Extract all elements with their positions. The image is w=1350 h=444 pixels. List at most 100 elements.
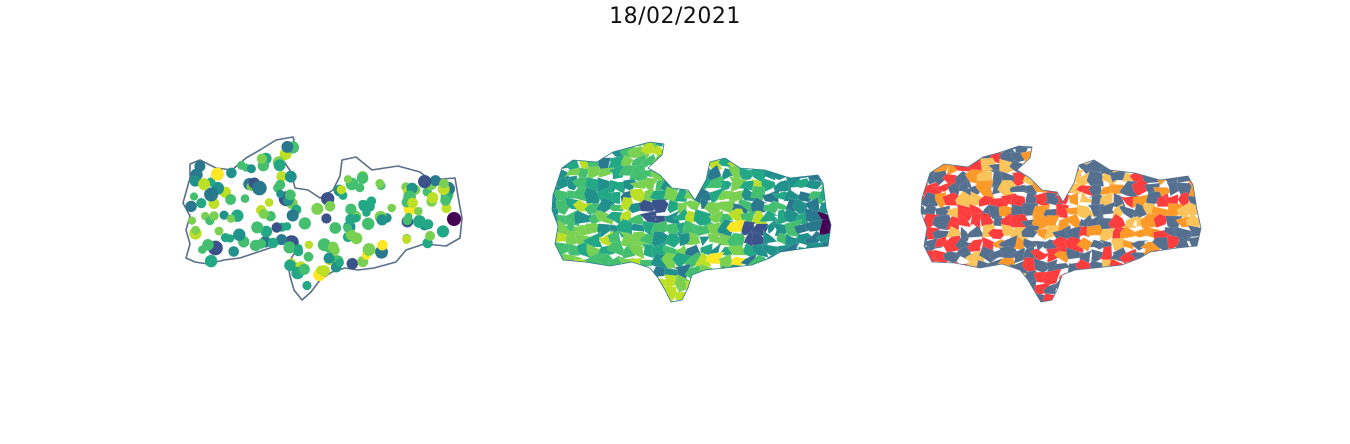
municipality-bubble xyxy=(356,172,369,184)
municipality-bubble xyxy=(439,178,449,189)
municipality-polygon xyxy=(952,295,973,302)
municipality-bubble xyxy=(284,259,296,271)
municipality-polygon xyxy=(1162,260,1185,272)
municipality-polygon xyxy=(1141,146,1158,165)
municipality-polygon xyxy=(931,279,951,296)
municipality-polygon xyxy=(739,275,759,293)
municipality-bubble xyxy=(260,225,273,238)
municipality-bubble xyxy=(258,209,269,219)
municipality-polygon xyxy=(763,200,783,214)
municipality-bubble xyxy=(271,222,282,233)
municipality-polygon xyxy=(1111,303,1127,318)
municipality-bubble xyxy=(282,222,292,231)
municipality-polygon xyxy=(1035,147,1049,164)
municipality-polygon xyxy=(1176,159,1194,173)
municipality-polygon xyxy=(552,255,562,267)
municipality-polygon xyxy=(988,269,1008,287)
municipality-bubble xyxy=(256,153,267,164)
municipality-polygon xyxy=(1141,146,1159,151)
municipality-polygon xyxy=(552,143,559,158)
municipality-polygon xyxy=(1142,279,1163,299)
municipality-bubble xyxy=(343,223,353,232)
municipality-polygon xyxy=(694,300,717,302)
municipality-polygon xyxy=(921,268,937,283)
municipality-polygon xyxy=(1133,147,1153,164)
municipality-polygon xyxy=(827,253,831,271)
municipality-polygon xyxy=(599,299,613,302)
municipality-polygon xyxy=(1142,226,1161,238)
municipality-polygon xyxy=(760,142,780,158)
municipality-polygon xyxy=(1153,249,1171,266)
municipality-polygon xyxy=(731,276,745,291)
municipality-polygon xyxy=(705,288,726,300)
municipality-polygon xyxy=(1142,259,1158,276)
municipality-polygon xyxy=(924,147,944,167)
municipality-polygon xyxy=(595,288,616,302)
municipality-polygon xyxy=(594,210,615,225)
municipality-polygon xyxy=(716,297,732,302)
municipality-polygon xyxy=(762,286,780,299)
municipality-polygon xyxy=(914,306,928,320)
municipality-polygon xyxy=(1165,290,1184,302)
municipality-polygon xyxy=(1091,290,1105,302)
municipality-bubble xyxy=(194,160,206,172)
municipality-polygon xyxy=(932,170,951,188)
municipality-polygon xyxy=(1164,300,1182,302)
municipality-polygon xyxy=(979,146,993,153)
municipality-polygon xyxy=(1052,149,1071,165)
municipality-polygon xyxy=(696,284,713,302)
municipality-polygon xyxy=(1101,304,1117,313)
municipality-bubble xyxy=(427,192,439,204)
municipality-polygon xyxy=(955,213,972,228)
municipality-polygon xyxy=(586,142,604,146)
municipality-polygon xyxy=(738,299,759,302)
municipality-polygon xyxy=(795,142,812,161)
municipality-polygon xyxy=(618,263,639,281)
municipality-polygon xyxy=(1199,301,1201,302)
municipality-polygon xyxy=(771,142,792,149)
municipality-polygon xyxy=(925,300,938,302)
municipality-polygon xyxy=(792,263,811,277)
municipality-polygon xyxy=(641,299,659,302)
municipality-polygon xyxy=(729,286,747,300)
municipality-polygon xyxy=(989,279,1009,298)
municipality-polygon xyxy=(1156,146,1170,150)
municipality-polygon xyxy=(806,265,820,280)
municipality-polygon xyxy=(1004,283,1017,299)
municipality-polygon xyxy=(1086,170,1105,188)
municipality-polygon xyxy=(793,142,813,149)
municipality-polygon xyxy=(785,153,800,173)
municipality-polygon xyxy=(773,275,791,290)
municipality-polygon xyxy=(620,299,637,302)
municipality-polygon xyxy=(763,274,778,292)
municipality-polygon xyxy=(1074,269,1097,282)
municipality-bubble xyxy=(256,238,267,249)
municipality-polygon xyxy=(576,286,593,302)
municipality-polygon xyxy=(752,153,769,167)
municipality-polygon xyxy=(1167,280,1181,298)
municipality-bubble xyxy=(321,213,332,224)
municipality-polygon xyxy=(827,286,831,302)
municipality-polygon xyxy=(1150,268,1171,287)
municipality-polygon xyxy=(978,308,996,316)
municipality-polygon xyxy=(827,241,831,260)
municipality-bubble xyxy=(202,239,214,251)
municipality-polygon xyxy=(1022,171,1043,188)
bubble-map-panel xyxy=(182,136,463,301)
municipality-bubble xyxy=(196,198,207,209)
municipality-polygon xyxy=(1174,247,1194,262)
municipality-polygon xyxy=(762,230,778,244)
municipality-bubble xyxy=(303,251,314,262)
municipality-polygon xyxy=(1129,269,1149,285)
municipality-bubble xyxy=(204,254,218,268)
municipality-bubble xyxy=(329,222,342,234)
municipality-bubble xyxy=(362,217,375,230)
municipality-polygon xyxy=(716,286,735,302)
municipality-polygon xyxy=(553,290,571,300)
municipality-polygon xyxy=(1119,150,1137,166)
municipality-polygon xyxy=(781,142,800,149)
municipality-polygon xyxy=(921,280,931,298)
municipality-polygon xyxy=(1084,268,1107,286)
municipality-polygons xyxy=(552,142,831,302)
municipality-polygon xyxy=(695,142,713,150)
